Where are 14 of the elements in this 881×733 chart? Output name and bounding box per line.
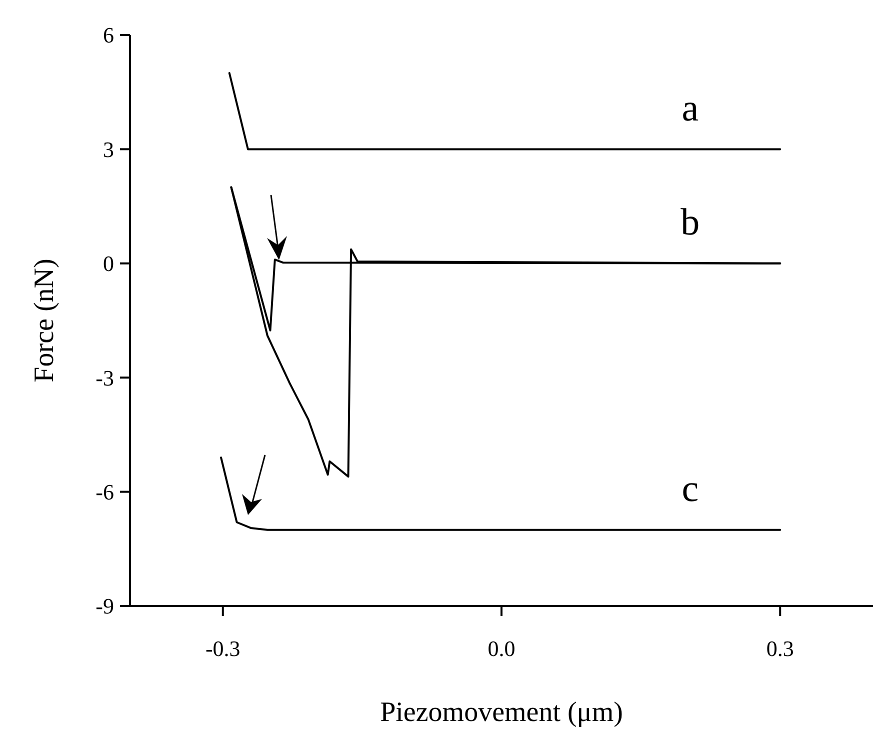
series-label: c bbox=[682, 468, 699, 510]
x-axis-title: Piezomovement (μm) bbox=[380, 697, 623, 728]
x-tick-label: 0.3 bbox=[766, 636, 794, 661]
y-tick-label: -6 bbox=[96, 480, 114, 504]
y-tick-label: -9 bbox=[96, 594, 114, 619]
y-axis-title: Force (nN) bbox=[29, 258, 60, 382]
y-tick-label: -3 bbox=[96, 365, 114, 390]
y-tick-label: 6 bbox=[103, 22, 114, 48]
series-label: b bbox=[680, 202, 700, 244]
x-tick-label: -0.3 bbox=[205, 636, 240, 661]
x-tick-label: 0.0 bbox=[488, 636, 516, 661]
series-label: a bbox=[682, 88, 699, 130]
y-tick-label: 3 bbox=[103, 136, 114, 162]
y-tick-label: 0 bbox=[103, 251, 114, 276]
